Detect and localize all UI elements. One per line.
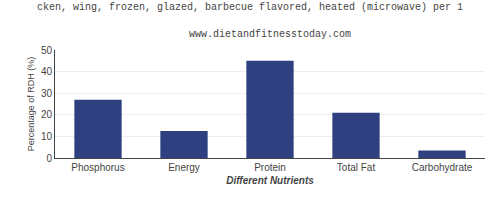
svg-text:Energy: Energy (168, 162, 200, 173)
svg-text:Phosphorus: Phosphorus (71, 162, 124, 173)
svg-text:40: 40 (41, 66, 53, 77)
svg-text:Total Fat: Total Fat (337, 162, 376, 173)
svg-text:Protein: Protein (254, 162, 286, 173)
svg-text:Different Nutrients: Different Nutrients (226, 175, 314, 186)
svg-text:cken, wing, frozen, glazed, ba: cken, wing, frozen, glazed, barbecue fla… (37, 2, 463, 13)
svg-text:www.dietandfitnesstoday.com: www.dietandfitnesstoday.com (189, 29, 351, 40)
svg-text:10: 10 (41, 131, 53, 142)
svg-text:Percentage of RDH (%): Percentage of RDH (%) (26, 57, 36, 152)
svg-text:30: 30 (41, 88, 53, 99)
svg-text:50: 50 (41, 45, 53, 56)
svg-text:0: 0 (46, 153, 52, 164)
svg-text:20: 20 (41, 109, 53, 120)
svg-text:Carbohydrate: Carbohydrate (412, 162, 473, 173)
